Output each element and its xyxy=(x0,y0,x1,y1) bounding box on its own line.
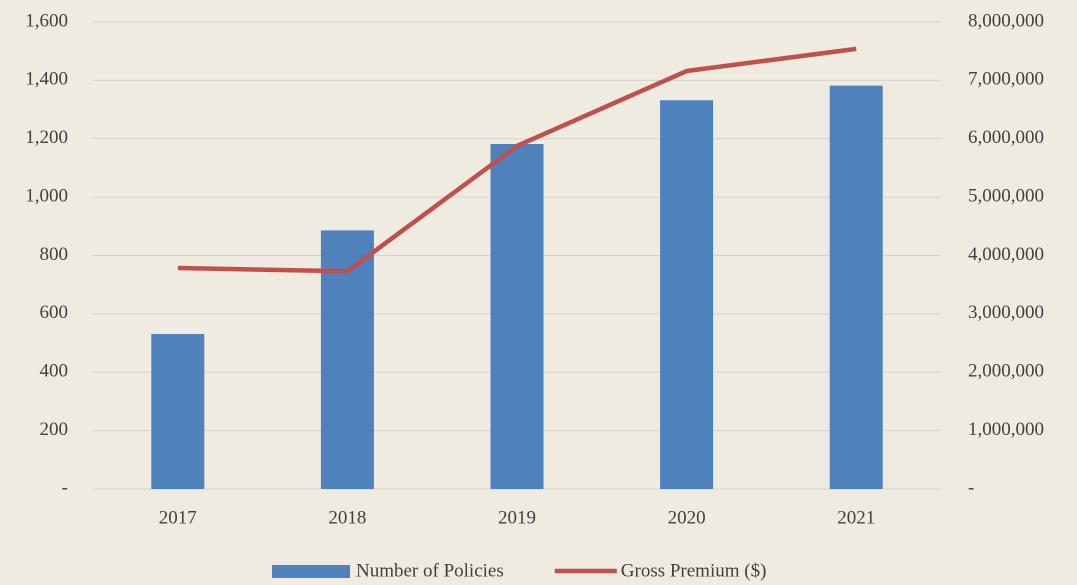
y2-tick-label: 7,000,000 xyxy=(968,69,1044,90)
y-tick-label: 400 xyxy=(40,361,69,382)
x-tick-label: 2017 xyxy=(159,507,197,528)
y2-tick-label: 5,000,000 xyxy=(968,185,1044,206)
y2-tick-label: 2,000,000 xyxy=(968,361,1044,382)
legend-label: Gross Premium ($) xyxy=(621,560,767,581)
y-tick-label: 1,400 xyxy=(25,69,68,90)
line xyxy=(177,46,857,274)
y-tick-label: 600 xyxy=(40,302,69,323)
x-tick-label: 2018 xyxy=(328,507,366,528)
y-tick-label: 200 xyxy=(40,419,69,440)
bar xyxy=(829,85,883,489)
y2-tick-label: 3,000,000 xyxy=(968,302,1044,323)
y2-tick-label: 6,000,000 xyxy=(968,127,1044,148)
y2-tick-label: 4,000,000 xyxy=(968,244,1044,265)
y2-tick-label: 8,000,000 xyxy=(968,10,1044,31)
x-tick-label: 2020 xyxy=(668,507,706,528)
y-tick-label: 800 xyxy=(40,244,69,265)
legend-label: Number of Policies xyxy=(356,560,504,581)
y-tick-label: 1,600 xyxy=(25,10,68,31)
x-tick-label: 2021 xyxy=(837,507,875,528)
legend-swatch xyxy=(272,565,350,578)
y2-tick-label: - xyxy=(968,477,974,498)
y-tick-label: - xyxy=(62,477,68,498)
bar xyxy=(660,100,714,489)
bar xyxy=(490,144,544,489)
bar xyxy=(151,334,205,489)
y-tick-label: 1,200 xyxy=(25,127,68,148)
y2-tick-label: 1,000,000 xyxy=(968,419,1044,440)
x-tick-label: 2019 xyxy=(498,507,536,528)
y-tick-label: 1,000 xyxy=(25,185,68,206)
